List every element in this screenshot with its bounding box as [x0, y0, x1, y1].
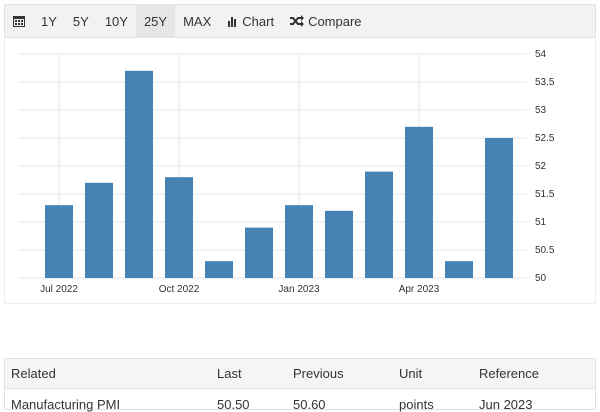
bar: [405, 126, 433, 278]
bar: [365, 171, 393, 278]
range-25y-button[interactable]: 25Y: [135, 5, 176, 37]
y-tick-label: 53: [535, 105, 547, 116]
chart-type-button[interactable]: Chart: [219, 5, 282, 37]
x-tick-label: Jan 2023: [278, 284, 320, 295]
chart-label: Chart: [242, 13, 275, 29]
related-table: Related Last Previous Unit Reference Man…: [4, 358, 596, 412]
x-tick-label: Oct 2022: [159, 284, 200, 295]
cell-previous: 50.60: [293, 397, 326, 412]
bar: [205, 261, 233, 278]
range-1y-button[interactable]: 1Y: [41, 13, 57, 29]
header-last: Last: [217, 366, 242, 381]
y-tick-label: 50: [535, 273, 547, 284]
y-tick-label: 51: [535, 217, 547, 228]
bar-chart: 50 50.5 51 51.5 52 52.5 53 53.5 54 Jul 2022 Oct 20…: [19, 49, 555, 295]
range-10y-button[interactable]: 10Y: [104, 13, 128, 29]
bar: [445, 261, 473, 278]
header-previous: Previous: [293, 366, 344, 381]
cell-related[interactable]: Manufacturing PMI: [11, 397, 121, 412]
x-tick-label: Jul 2022: [40, 284, 78, 295]
bar: [245, 227, 273, 278]
y-tick-label: 50.5: [535, 245, 555, 256]
bar: [45, 205, 73, 278]
header-unit: Unit: [399, 366, 423, 381]
bar: [165, 177, 193, 278]
cell-last: 50.50: [217, 397, 250, 412]
y-tick-label: 52: [535, 161, 547, 172]
range-5y-button[interactable]: 5Y: [72, 13, 89, 29]
bar: [485, 138, 513, 278]
shuffle-icon: [290, 15, 305, 27]
calendar-icon[interactable]: [5, 5, 33, 37]
header-reference: Reference: [479, 366, 539, 381]
y-tick-label: 53.5: [535, 77, 555, 88]
bar: [325, 210, 353, 278]
bar: [85, 182, 113, 278]
cell-reference: Jun 2023: [479, 397, 533, 412]
toolbar: 1Y 5Y 10Y 25Y MAX Chart Compare: [4, 4, 596, 38]
y-tick-label: 51.5: [535, 189, 555, 200]
x-tick-label: Apr 2023: [399, 284, 440, 295]
header-related: Related: [11, 366, 56, 381]
bar: [125, 70, 153, 278]
table-header: Related Last Previous Unit Reference: [5, 359, 595, 389]
y-tick-label: 54: [535, 49, 547, 60]
compare-label: Compare: [308, 13, 362, 29]
cell-unit: points: [399, 397, 434, 412]
bar-chart-icon: [228, 17, 237, 27]
chart-area: 50 50.5 51 51.5 52 52.5 53 53.5 54 Jul 2022 Oct 20…: [4, 38, 596, 304]
range-max-button[interactable]: MAX: [183, 13, 212, 29]
y-tick-label: 52.5: [535, 133, 555, 144]
bar: [285, 205, 313, 278]
table-row[interactable]: Manufacturing PMI 50.50 50.60 points Jun…: [5, 389, 595, 412]
compare-button[interactable]: Compare: [282, 5, 369, 37]
